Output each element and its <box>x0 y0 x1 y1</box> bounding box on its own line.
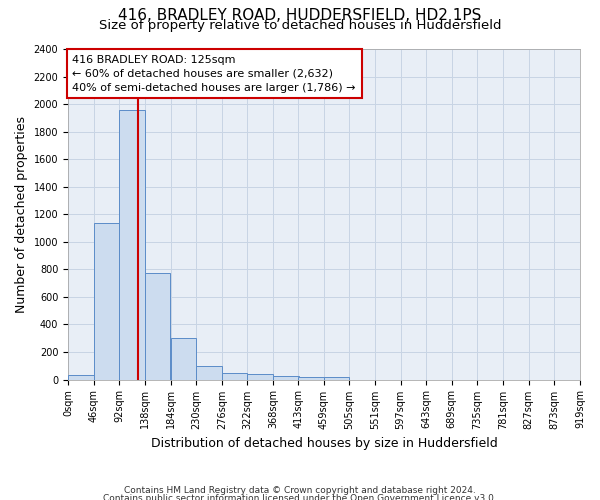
Bar <box>196 366 222 380</box>
X-axis label: Distribution of detached houses by size in Huddersfield: Distribution of detached houses by size … <box>151 437 497 450</box>
Text: Contains public sector information licensed under the Open Government Licence v3: Contains public sector information licen… <box>103 494 497 500</box>
Y-axis label: Number of detached properties: Number of detached properties <box>15 116 28 313</box>
Text: Size of property relative to detached houses in Huddersfield: Size of property relative to detached ho… <box>99 19 501 32</box>
Text: 416, BRADLEY ROAD, HUDDERSFIELD, HD2 1PS: 416, BRADLEY ROAD, HUDDERSFIELD, HD2 1PS <box>118 8 482 22</box>
Bar <box>298 377 323 380</box>
Bar <box>273 376 299 380</box>
Text: 416 BRADLEY ROAD: 125sqm
← 60% of detached houses are smaller (2,632)
40% of sem: 416 BRADLEY ROAD: 125sqm ← 60% of detach… <box>73 54 356 92</box>
Bar <box>247 374 273 380</box>
Bar <box>119 110 145 380</box>
Bar <box>94 223 119 380</box>
Bar <box>324 377 349 380</box>
Bar <box>222 374 247 380</box>
Text: Contains HM Land Registry data © Crown copyright and database right 2024.: Contains HM Land Registry data © Crown c… <box>124 486 476 495</box>
Bar <box>68 374 94 380</box>
Bar <box>170 338 196 380</box>
Bar <box>145 273 170 380</box>
